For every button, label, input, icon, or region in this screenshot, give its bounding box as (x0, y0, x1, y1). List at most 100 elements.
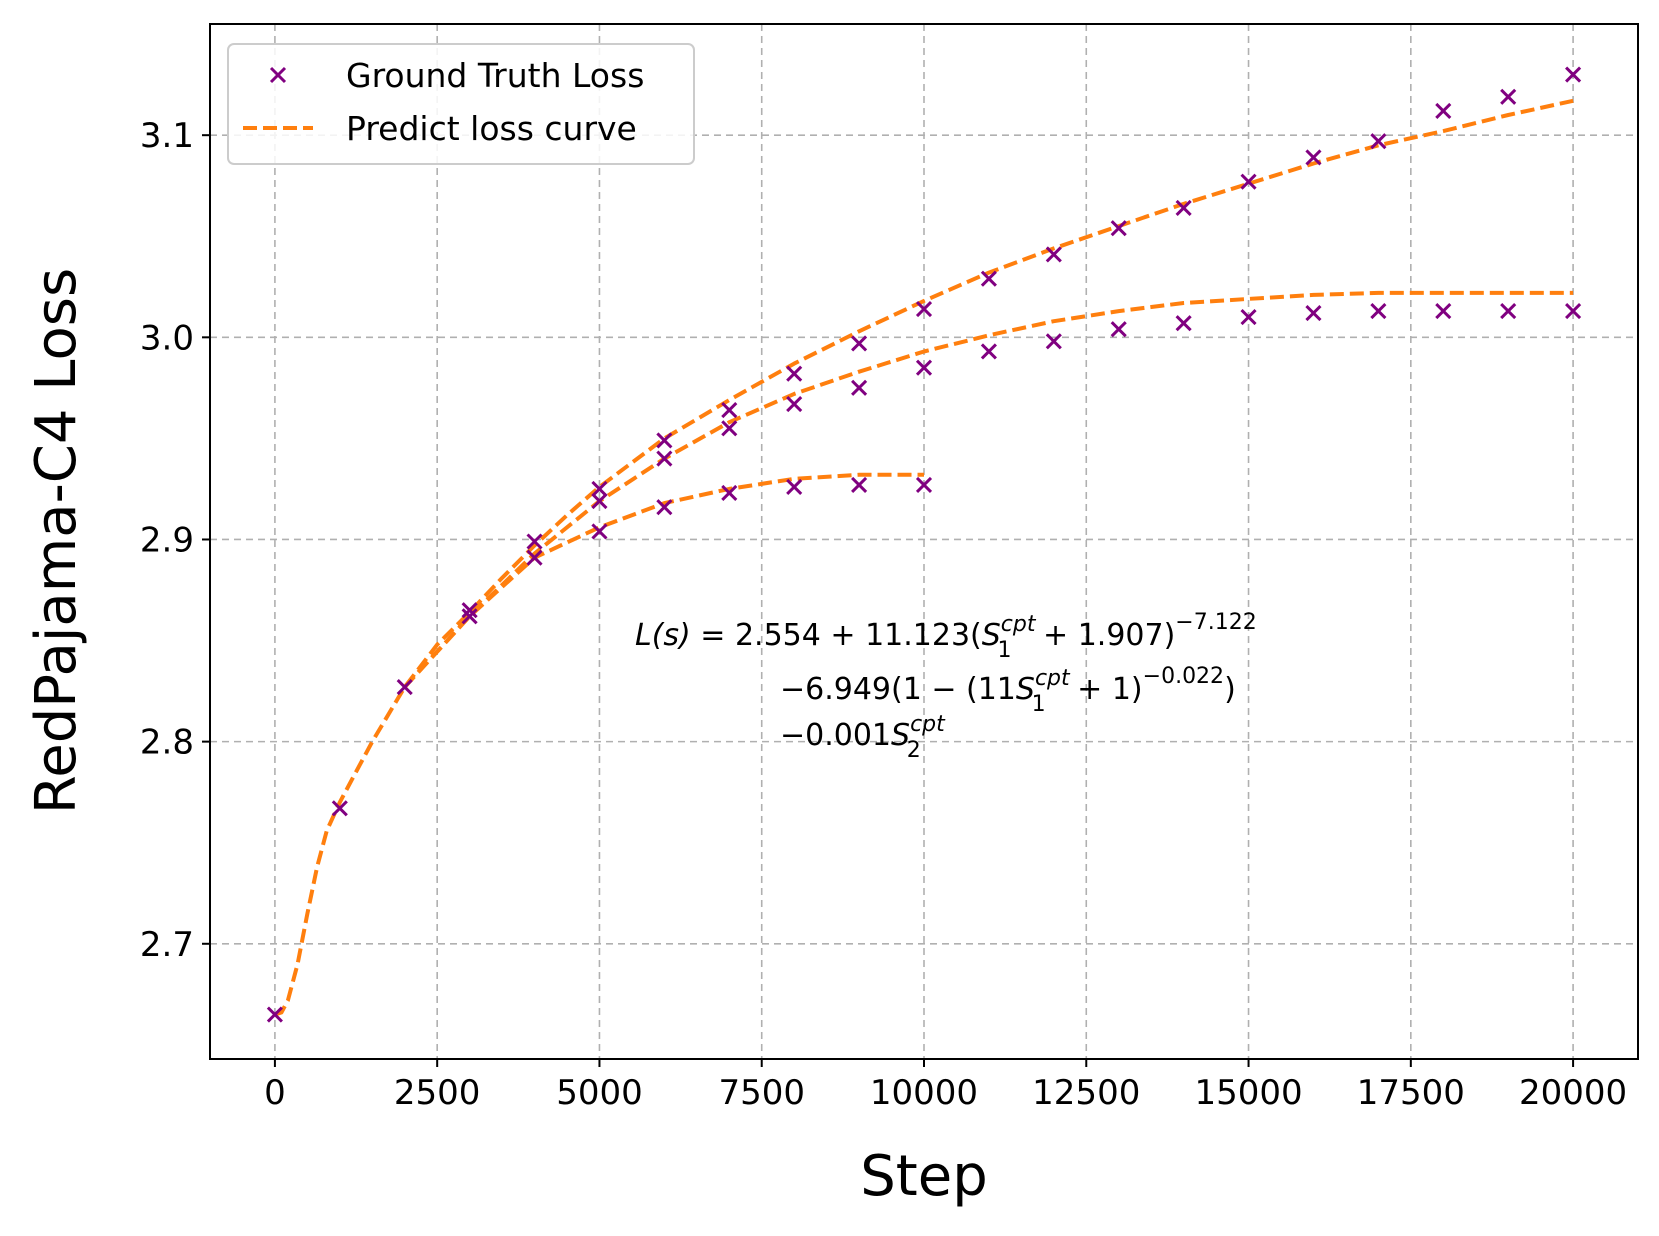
ground-truth-point (786, 478, 803, 495)
ground-truth-point (396, 678, 413, 696)
legend-label-predict: Predict loss curve (346, 109, 637, 148)
point-stroke-b (1305, 149, 1322, 166)
x-tick-label: 17500 (1357, 1073, 1465, 1113)
point-stroke-b (526, 549, 543, 566)
point-stroke-b (915, 476, 933, 493)
ground-truth-point (1240, 173, 1257, 190)
point-stroke-b (656, 432, 673, 449)
ground-truth-point (461, 608, 478, 625)
point-stroke-b (591, 523, 608, 540)
point-stroke-b (1370, 302, 1387, 320)
point-stroke-b (1500, 302, 1517, 320)
point-stroke-b (915, 359, 933, 376)
point-stroke-b (461, 602, 478, 619)
ground-truth-point (1435, 302, 1452, 320)
eq-l1-cpt: cpt (1001, 612, 1037, 637)
ground-truth-point (1370, 302, 1387, 320)
legend-marker-x (269, 66, 287, 84)
point-stroke-b (1240, 173, 1257, 190)
x-axis-title: Step (860, 1144, 988, 1209)
y-tick-label: 2.8 (140, 723, 194, 763)
legend: Ground Truth Loss Predict loss curve (227, 43, 695, 165)
ground-truth-point (980, 270, 997, 287)
eq-l1-b: = 2.554 + 11.123( (691, 618, 982, 653)
y-tick-label: 3.1 (140, 116, 194, 156)
ground-truth-point (591, 480, 608, 498)
eq-l2-c: ) (1224, 672, 1236, 707)
equation-line-2: −6.949(1 − (11Scpt 1 + 1)−0.022) (780, 664, 1236, 717)
point-stroke-b (1110, 220, 1127, 237)
eq-l3-cpt: cpt (910, 712, 946, 737)
ground-truth-point (656, 432, 673, 449)
point-stroke-b (1305, 305, 1322, 322)
x-tick-label: 20000 (1519, 1073, 1627, 1113)
point-stroke-b (980, 270, 997, 287)
point-stroke-b (461, 608, 478, 625)
point-stroke-b (721, 484, 738, 502)
ground-truth-point (1045, 246, 1062, 263)
point-stroke-b (1045, 333, 1062, 350)
eq-l3-a: −0.001 (780, 718, 891, 753)
grid-lines (210, 24, 1638, 1059)
ground-truth-point (266, 1006, 283, 1023)
point-stroke-b (1435, 102, 1452, 119)
point-stroke-b (1565, 66, 1582, 83)
ground-truth-point (1045, 333, 1062, 350)
ground-truth-point (721, 420, 738, 437)
point-stroke-b (1045, 246, 1062, 263)
point-stroke-b (1370, 133, 1387, 150)
point-stroke-b (591, 493, 608, 510)
y-tick-label: 2.7 (140, 925, 194, 965)
ground-truth-point (526, 533, 543, 550)
point-stroke-b (1565, 302, 1582, 320)
point-stroke-b (851, 335, 868, 352)
ground-truth-point (591, 523, 608, 540)
ground-truth-point (1175, 199, 1192, 217)
ground-truth-point (1305, 305, 1322, 322)
ground-truth-point (656, 450, 673, 467)
eq-l1-a: L(s) (635, 618, 691, 653)
eq-l2-exp: −0.022 (1143, 664, 1224, 689)
point-stroke-b (980, 343, 997, 360)
point-stroke-b (526, 533, 543, 550)
ground-truth-point (461, 602, 478, 619)
ground-truth-point (1435, 102, 1452, 119)
equation-annotation: L(s) = 2.554 + 11.123(Scpt 1 + 1.907)−7.1… (635, 610, 1257, 763)
ground-truth-point (331, 800, 348, 817)
eq-l1-sub: 1 (997, 638, 1011, 663)
ground-truth-point (851, 379, 868, 396)
point-stroke-b (721, 402, 738, 419)
point-stroke-b (851, 379, 868, 396)
point-stroke-b (1175, 315, 1192, 332)
ground-truth-point (1370, 133, 1387, 150)
ground-truth-point (721, 402, 738, 419)
eq-l1-exp: −7.122 (1175, 610, 1256, 635)
point-stroke-b (786, 478, 803, 495)
eq-l1-S: S (982, 618, 1001, 653)
ground-truth-point (1240, 309, 1257, 326)
x-tick-label: 12500 (1032, 1073, 1140, 1113)
ground-truth-point (786, 365, 803, 382)
y-tick-label: 3.0 (140, 318, 194, 358)
point-stroke-b (656, 450, 673, 467)
point-stroke-b (396, 678, 413, 696)
legend-label-ground-truth: Ground Truth Loss (346, 56, 644, 95)
ground-truth-point (915, 476, 933, 493)
predict-curve-line (403, 472, 924, 689)
eq-l2-cpt: cpt (1035, 666, 1071, 691)
legend-marker-stroke-b (269, 66, 287, 84)
point-stroke-b (331, 800, 348, 817)
ground-truth-point (980, 343, 997, 360)
point-stroke-b (786, 395, 803, 413)
point-stroke-b (1240, 309, 1257, 326)
point-stroke-b (786, 365, 803, 382)
point-stroke-b (591, 480, 608, 498)
ground-truth-point (1565, 66, 1582, 83)
ground-truth-points (266, 66, 1582, 1023)
y-axis-title: RedPajama-C4 Loss (24, 268, 89, 814)
point-stroke-b (1110, 321, 1127, 338)
legend-box (227, 43, 695, 165)
x-tick-label: 0 (264, 1073, 286, 1113)
x-tick-label: 7500 (718, 1073, 805, 1113)
ground-truth-point (721, 484, 738, 502)
